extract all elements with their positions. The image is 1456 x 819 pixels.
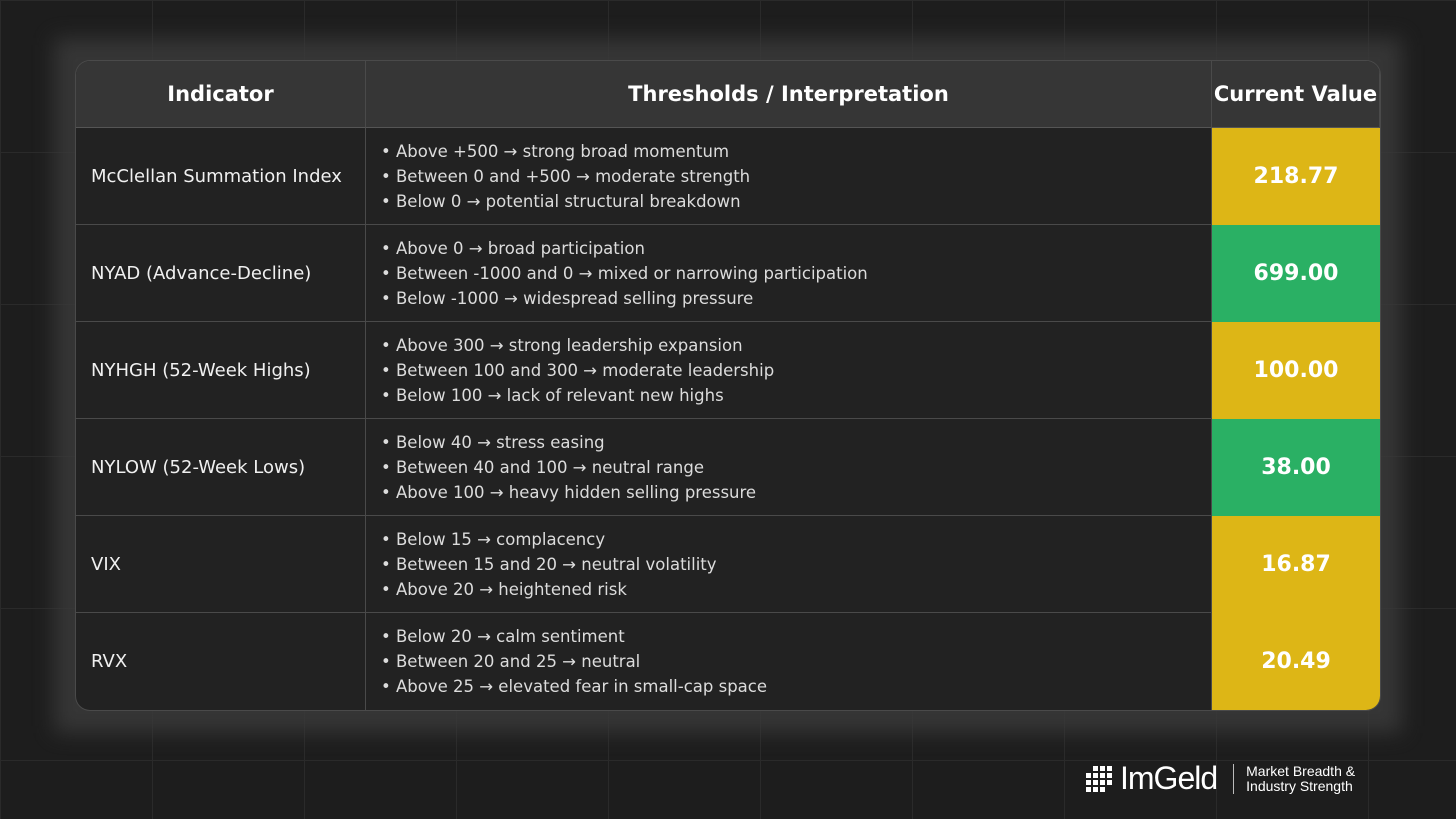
- threshold-item: • Between 0 and +500 → moderate strength: [381, 166, 751, 186]
- indicator-name: RVX: [76, 613, 366, 710]
- current-value: 20.49: [1212, 613, 1380, 710]
- threshold-list: • Below 15 → complacency • Between 15 and…: [366, 516, 1212, 613]
- threshold-item: • Below 40 → stress easing: [381, 432, 605, 452]
- current-value: 699.00: [1212, 225, 1380, 322]
- threshold-list: • Above 300 → strong leadership expansio…: [366, 322, 1212, 419]
- indicator-name: VIX: [76, 516, 366, 613]
- threshold-item: • Above 25 → elevated fear in small-cap …: [381, 677, 768, 696]
- tagline-line-2: Industry Strength: [1246, 777, 1353, 794]
- threshold-item: • Above 20 → heightened risk: [381, 579, 627, 599]
- current-value: 38.00: [1212, 419, 1380, 516]
- threshold-item: • Above 100 → heavy hidden selling press…: [381, 482, 757, 502]
- threshold-item: • Between 15 and 20 → neutral volatility: [381, 554, 717, 574]
- tagline-line-1: Market Breadth &: [1246, 762, 1356, 779]
- threshold-item: • Below 0 → potential structural breakdo…: [381, 191, 741, 211]
- logo-divider: [1233, 763, 1235, 794]
- threshold-list: • Above +500 → strong broad momentum • Be…: [366, 128, 1212, 225]
- indicator-table: Indicator Thresholds / Interpretation Cu…: [76, 61, 1380, 710]
- grid-logo-icon: [1086, 765, 1112, 792]
- imgeld-logo: ImGeld Market Breadth & Industry Strengt…: [1086, 760, 1355, 797]
- threshold-item: • Above 300 → strong leadership expansio…: [381, 335, 743, 355]
- threshold-list: • Below 20 → calm sentiment • Between 20 …: [366, 613, 1212, 710]
- current-value: 16.87: [1212, 516, 1380, 613]
- indicator-name: NYAD (Advance-Decline): [76, 225, 366, 322]
- header-indicator: Indicator: [76, 61, 366, 128]
- indicator-name: NYLOW (52-Week Lows): [76, 419, 366, 516]
- indicator-name: McClellan Summation Index: [76, 128, 366, 225]
- tagline: Market Breadth & Industry Strength: [1246, 762, 1356, 794]
- threshold-item: • Between -1000 and 0 → mixed or narrowi…: [381, 263, 868, 283]
- header-thresholds: Thresholds / Interpretation: [366, 61, 1212, 128]
- current-value: 100.00: [1212, 322, 1380, 419]
- threshold-item: • Below -1000 → widespread selling press…: [381, 288, 754, 308]
- threshold-item: • Below 20 → calm sentiment: [381, 627, 625, 646]
- threshold-list: • Above 0 → broad participation • Between…: [366, 225, 1212, 322]
- threshold-list: • Below 40 → stress easing • Between 40 a…: [366, 419, 1212, 516]
- current-value: 218.77: [1212, 128, 1380, 225]
- threshold-item: • Between 100 and 300 → moderate leaders…: [381, 360, 775, 380]
- indicator-name: NYHGH (52-Week Highs): [76, 322, 366, 419]
- threshold-item: • Above +500 → strong broad momentum: [381, 141, 730, 161]
- header-current-value: Current Value: [1212, 61, 1380, 128]
- threshold-item: • Above 0 → broad participation: [381, 238, 645, 258]
- threshold-item: • Below 15 → complacency: [381, 529, 606, 549]
- threshold-item: • Between 20 and 25 → neutral: [381, 652, 641, 671]
- brand-name: ImGeld: [1120, 760, 1218, 796]
- threshold-item: • Below 100 → lack of relevant new highs: [381, 385, 724, 405]
- threshold-item: • Between 40 and 100 → neutral range: [381, 457, 704, 477]
